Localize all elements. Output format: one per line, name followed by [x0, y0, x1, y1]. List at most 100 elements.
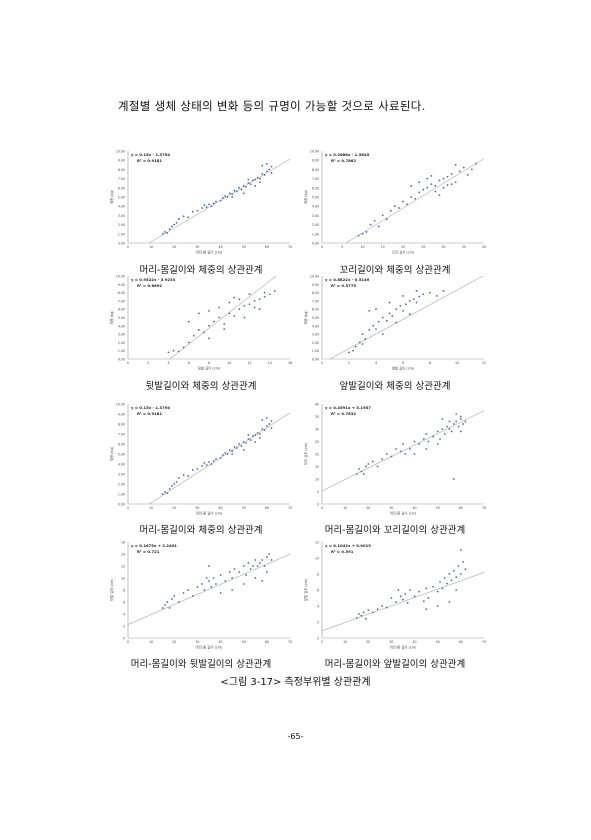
data-point: [263, 174, 266, 176]
data-point: [242, 583, 245, 585]
scatter-chart-5: 0.00 1.00 2.00 3.00 4.00 5.00 6.00 7.00 8.00 9.00…: [109, 403, 292, 516]
data-point: [259, 562, 261, 564]
x-tick-label: 30: [195, 245, 199, 249]
r-squared: R² = 0.9181: [137, 411, 162, 416]
x-tick-label: 40: [219, 506, 223, 510]
data-point: [231, 577, 234, 579]
data-point: [238, 186, 240, 189]
y-tick-label: 1.00: [118, 232, 125, 236]
x-tick-label: 0: [127, 361, 129, 365]
data-point: [231, 196, 234, 198]
chart-caption-6: 머리-몸길이와 꼬리길이의 상관관계: [324, 525, 466, 536]
data-point: [436, 605, 439, 607]
data-point: [348, 351, 350, 354]
data-point: [231, 193, 234, 196]
x-tick-label: 10: [343, 640, 347, 644]
y-tick-label: 0.00: [312, 358, 319, 362]
data-point: [166, 231, 169, 234]
x-tick-label: 50: [242, 640, 246, 644]
data-point: [412, 298, 415, 301]
x-tick-label: 0: [127, 506, 129, 510]
data-point: [368, 309, 371, 312]
data-point: [247, 178, 250, 181]
data-point: [171, 225, 173, 228]
data-point: [450, 579, 453, 582]
data-point: [415, 301, 418, 304]
data-point: [261, 419, 264, 421]
x-tick-label: 2: [147, 361, 149, 365]
x-tick-label: 0: [321, 361, 323, 365]
data-point: [388, 301, 391, 304]
data-point: [466, 174, 469, 176]
x-tick-label: 70: [288, 245, 292, 249]
y-axis-label: 체중 (kg): [109, 310, 114, 325]
data-point: [208, 461, 210, 463]
data-point: [166, 601, 169, 603]
data-point: [402, 598, 404, 601]
x-tick-label: 16: [288, 361, 292, 365]
data-point: [446, 175, 449, 178]
data-point: [254, 185, 257, 187]
trend-equation: y = 0.9522x - 3.9233: [131, 277, 176, 282]
data-point: [442, 177, 445, 180]
data-point: [358, 341, 361, 344]
data-point: [404, 303, 407, 306]
x-tick-label: 0: [321, 506, 323, 510]
chart-caption-8: 머리-몸길이와 앞발길이의 상관관계: [324, 659, 466, 670]
y-tick-label: 0: [317, 503, 319, 507]
data-point: [441, 428, 444, 430]
y-axis-label: 체중 (kg): [109, 446, 114, 461]
x-tick-label: 10: [227, 361, 231, 365]
data-point: [434, 185, 437, 187]
data-point: [265, 556, 268, 558]
data-point: [226, 196, 229, 198]
data-point: [459, 573, 462, 575]
data-point: [231, 453, 234, 455]
data-point: [161, 493, 164, 495]
r-squared: R² = 0.721: [137, 549, 160, 554]
data-point: [455, 413, 458, 415]
data-point: [399, 595, 402, 598]
data-point: [252, 435, 254, 437]
r-squared: R² = 0.6692: [137, 283, 162, 288]
x-tick-label: 4: [167, 361, 169, 365]
y-tick-label: 10: [315, 478, 319, 482]
r-squared: R² = 0.9181: [137, 158, 162, 163]
scatter-chart-7: 0 2 4 6 8 10 12 14 16 0 10 20 30 40 50 60 70 머리-몸 길이 (cm)…: [109, 541, 292, 650]
data-point: [446, 425, 448, 428]
trend-equation: y = 0.2688x - 1.5845: [325, 152, 370, 157]
y-tick-label: 4: [317, 605, 319, 609]
data-point: [182, 474, 185, 476]
y-tick-label: 40: [315, 403, 319, 407]
data-point: [352, 349, 354, 352]
y-tick-label: 8.00: [312, 291, 319, 295]
x-tick-label: 20: [172, 245, 176, 249]
figure-caption: <그림 3-17> 측정부위별 상관관계: [220, 677, 371, 688]
data-point: [270, 165, 273, 168]
r-squared: R² = 0.5775: [331, 283, 356, 288]
data-point: [357, 234, 360, 237]
data-point: [208, 580, 210, 582]
x-tick-label: 60: [459, 640, 463, 644]
trend-equation: y = 0.1042x + 0.9019: [325, 543, 371, 548]
data-point: [418, 295, 421, 298]
y-tick-label: 0.00: [118, 242, 125, 246]
data-point: [355, 473, 358, 475]
data-point: [256, 432, 259, 434]
data-point: [203, 204, 206, 207]
x-tick-label: 60: [265, 245, 269, 249]
y-tick-label: 0.00: [118, 503, 125, 507]
data-point: [248, 293, 251, 296]
data-point: [218, 306, 221, 309]
data-point: [242, 185, 245, 187]
data-point: [196, 209, 199, 212]
trend-line: [345, 158, 485, 244]
x-tick-label: 40: [413, 640, 417, 644]
y-tick-label: 15: [315, 465, 319, 469]
data-point: [389, 209, 392, 212]
data-point: [254, 559, 257, 561]
y-tick-label: 10: [121, 577, 125, 581]
data-point: [192, 334, 195, 337]
data-point: [430, 174, 433, 177]
y-tick-label: 4.00: [118, 205, 125, 209]
